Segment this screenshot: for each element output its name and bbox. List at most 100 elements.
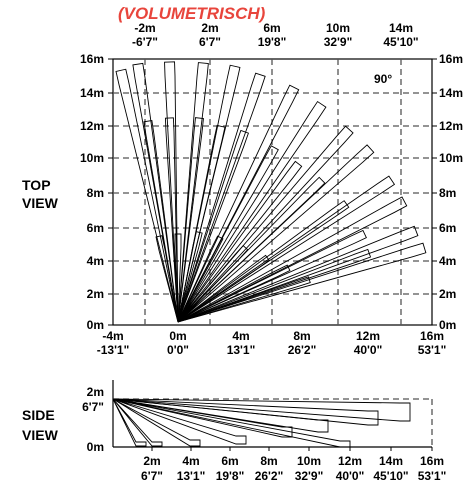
top-ytick-label-right: 10m <box>439 151 463 165</box>
side-view-beam <box>112 398 147 447</box>
top-ytick-label-left: 2m <box>87 287 104 301</box>
side-xtick-m: 16m <box>420 454 444 468</box>
top-ytick-label-right: 8m <box>439 186 456 200</box>
diagram-title: (VOLUMETRISCH) <box>118 4 266 23</box>
top-xtick-top-ft: 32'9" <box>324 35 353 49</box>
side-xtick-ft: 19'8" <box>216 469 245 483</box>
top-view-beam <box>177 248 372 323</box>
top-view-beam <box>155 235 179 323</box>
side-xtick-m: 14m <box>379 454 403 468</box>
side-view-beam <box>112 398 411 422</box>
top-ytick-label-left: 4m <box>87 254 104 268</box>
side-xtick-m: 10m <box>297 454 321 468</box>
top-view-beam <box>177 242 427 323</box>
top-view-beam <box>177 276 311 323</box>
side-view-beam <box>112 398 351 448</box>
top-xtick-top-ft: 19'8" <box>258 35 287 49</box>
side-view-beam <box>112 398 163 447</box>
side-xtick-m: 4m <box>182 454 199 468</box>
top-xtick-bottom-m: 0m <box>169 329 186 343</box>
side-view-beam <box>112 398 201 447</box>
top-ytick-label-left: 6m <box>87 221 104 235</box>
angle-label: 90° <box>374 72 392 86</box>
top-view-beam <box>177 100 327 323</box>
top-view-beam <box>177 160 303 323</box>
top-xtick-bottom-ft: 40'0" <box>354 343 383 357</box>
top-view-beam <box>177 200 350 323</box>
top-view-beam <box>177 72 266 323</box>
top-xtick-bottom-m: -4m <box>102 329 123 343</box>
top-xtick-top-ft: -6'7" <box>132 35 158 49</box>
top-view-beam <box>177 175 396 323</box>
top-ytick-label-left: 16m <box>80 52 104 66</box>
top-xtick-top-ft: 6'7" <box>199 35 221 49</box>
top-xtick-top-m: 10m <box>326 21 350 35</box>
side-xtick-ft: 53'1" <box>418 469 447 483</box>
side-ytick-zero: 0m <box>87 440 104 454</box>
top-ytick-label-right: 14m <box>439 86 463 100</box>
side-ytick-m: 2m <box>87 385 104 399</box>
top-xtick-top-m: 14m <box>389 21 413 35</box>
top-view-beam <box>177 64 241 323</box>
top-ytick-label-left: 0m <box>87 318 104 332</box>
top-view-beam <box>177 254 270 323</box>
side-xtick-m: 6m <box>221 454 238 468</box>
top-view-beam <box>177 124 226 323</box>
side-xtick-ft: 6'7" <box>141 469 163 483</box>
top-view-beam <box>143 120 179 323</box>
top-view-beam <box>177 117 204 323</box>
side-ytick-ft: 6'7" <box>82 400 104 414</box>
top-view-beam <box>177 84 300 323</box>
top-xtick-bottom-ft: 13'1" <box>227 343 256 357</box>
top-view-beam <box>177 144 375 323</box>
top-view-beam <box>177 231 203 323</box>
top-xtick-top-m: 2m <box>201 21 218 35</box>
top-view-beam <box>177 176 326 323</box>
side-xtick-ft: 40'0" <box>336 469 365 483</box>
top-ytick-label-right: 12m <box>439 119 463 133</box>
top-ytick-label-left: 14m <box>80 86 104 100</box>
top-view-beam <box>177 235 224 323</box>
top-view-beam <box>177 264 291 323</box>
top-view-beam <box>177 225 419 323</box>
top-view-beam <box>174 233 182 323</box>
side-view-plot: 2m6'7"4m13'1"6m19'8"8m26'2"10m32'9"12m40… <box>82 380 446 483</box>
top-xtick-bottom-m: 4m <box>232 329 249 343</box>
side-view-axis-labels: 2m6'7"4m13'1"6m19'8"8m26'2"10m32'9"12m40… <box>82 385 446 483</box>
side-view-beam <box>112 398 379 426</box>
top-ytick-label-right: 16m <box>439 52 463 66</box>
side-xtick-ft: 13'1" <box>177 469 206 483</box>
top-ytick-label-right: 4m <box>439 254 456 268</box>
top-view-plot: 16m 16m 14m 14m 12m 12m 10m 10m 8m 8m 6m 6m 4m 4m 2m 2m… <box>80 21 463 357</box>
side-xtick-ft: 26'2" <box>255 469 284 483</box>
top-xtick-bottom-ft: -13'1" <box>97 343 130 357</box>
top-xtick-top-ft: 45'10" <box>383 35 418 49</box>
side-view-beams <box>112 398 411 448</box>
top-xtick-bottom-ft: 0'0" <box>167 343 189 357</box>
side-xtick-m: 12m <box>338 454 362 468</box>
top-view-label-line2: VIEW <box>22 195 59 211</box>
side-view-grid <box>112 380 433 451</box>
top-ytick-label-left: 8m <box>87 186 104 200</box>
top-view-axis-labels: 16m 16m 14m 14m 12m 12m 10m 10m 8m 8m 6m 6m 4m 4m 2m 2m… <box>80 21 463 357</box>
top-ytick-label-right: 6m <box>439 221 456 235</box>
top-xtick-bottom-ft: 26'2" <box>288 343 317 357</box>
top-view-beam <box>177 196 408 323</box>
top-view-beam <box>132 62 179 323</box>
side-view-beam <box>112 398 329 433</box>
side-view-beam <box>112 398 247 445</box>
side-xtick-ft: 32'9" <box>295 469 324 483</box>
top-view-beam <box>115 68 179 323</box>
top-view-beam <box>164 117 179 323</box>
top-view-beam <box>164 61 179 323</box>
top-view-label-line1: TOP <box>22 177 51 193</box>
top-xtick-bottom-ft: 53'1" <box>418 343 447 357</box>
top-xtick-bottom-m: 16m <box>420 329 444 343</box>
side-xtick-ft: 45'10" <box>373 469 408 483</box>
top-ytick-label-left: 12m <box>80 119 104 133</box>
top-view-beam <box>177 244 249 323</box>
top-ytick-label-right: 0m <box>439 318 456 332</box>
top-view-beam <box>177 125 354 323</box>
top-xtick-bottom-m: 8m <box>293 329 310 343</box>
